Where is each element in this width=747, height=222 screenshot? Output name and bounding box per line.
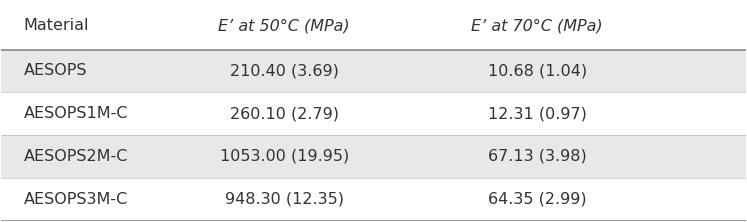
FancyBboxPatch shape	[1, 50, 746, 92]
Text: 12.31 (0.97): 12.31 (0.97)	[488, 106, 586, 121]
Text: AESOPS3M-C: AESOPS3M-C	[24, 192, 128, 207]
Text: 67.13 (3.98): 67.13 (3.98)	[488, 149, 586, 164]
Text: 948.30 (12.35): 948.30 (12.35)	[225, 192, 344, 207]
Text: Material: Material	[24, 18, 89, 33]
Text: 1053.00 (19.95): 1053.00 (19.95)	[220, 149, 349, 164]
FancyBboxPatch shape	[1, 92, 746, 135]
Text: 210.40 (3.69): 210.40 (3.69)	[230, 63, 338, 79]
Text: 260.10 (2.79): 260.10 (2.79)	[229, 106, 338, 121]
Text: 10.68 (1.04): 10.68 (1.04)	[488, 63, 587, 79]
FancyBboxPatch shape	[1, 135, 746, 178]
Text: AESOPS2M-C: AESOPS2M-C	[24, 149, 128, 164]
Text: 64.35 (2.99): 64.35 (2.99)	[488, 192, 586, 207]
Text: AESOPS: AESOPS	[24, 63, 87, 79]
Text: E’ at 50°C (MPa): E’ at 50°C (MPa)	[218, 18, 350, 33]
Text: E’ at 70°C (MPa): E’ at 70°C (MPa)	[471, 18, 603, 33]
FancyBboxPatch shape	[1, 178, 746, 221]
Text: AESOPS1M-C: AESOPS1M-C	[24, 106, 128, 121]
